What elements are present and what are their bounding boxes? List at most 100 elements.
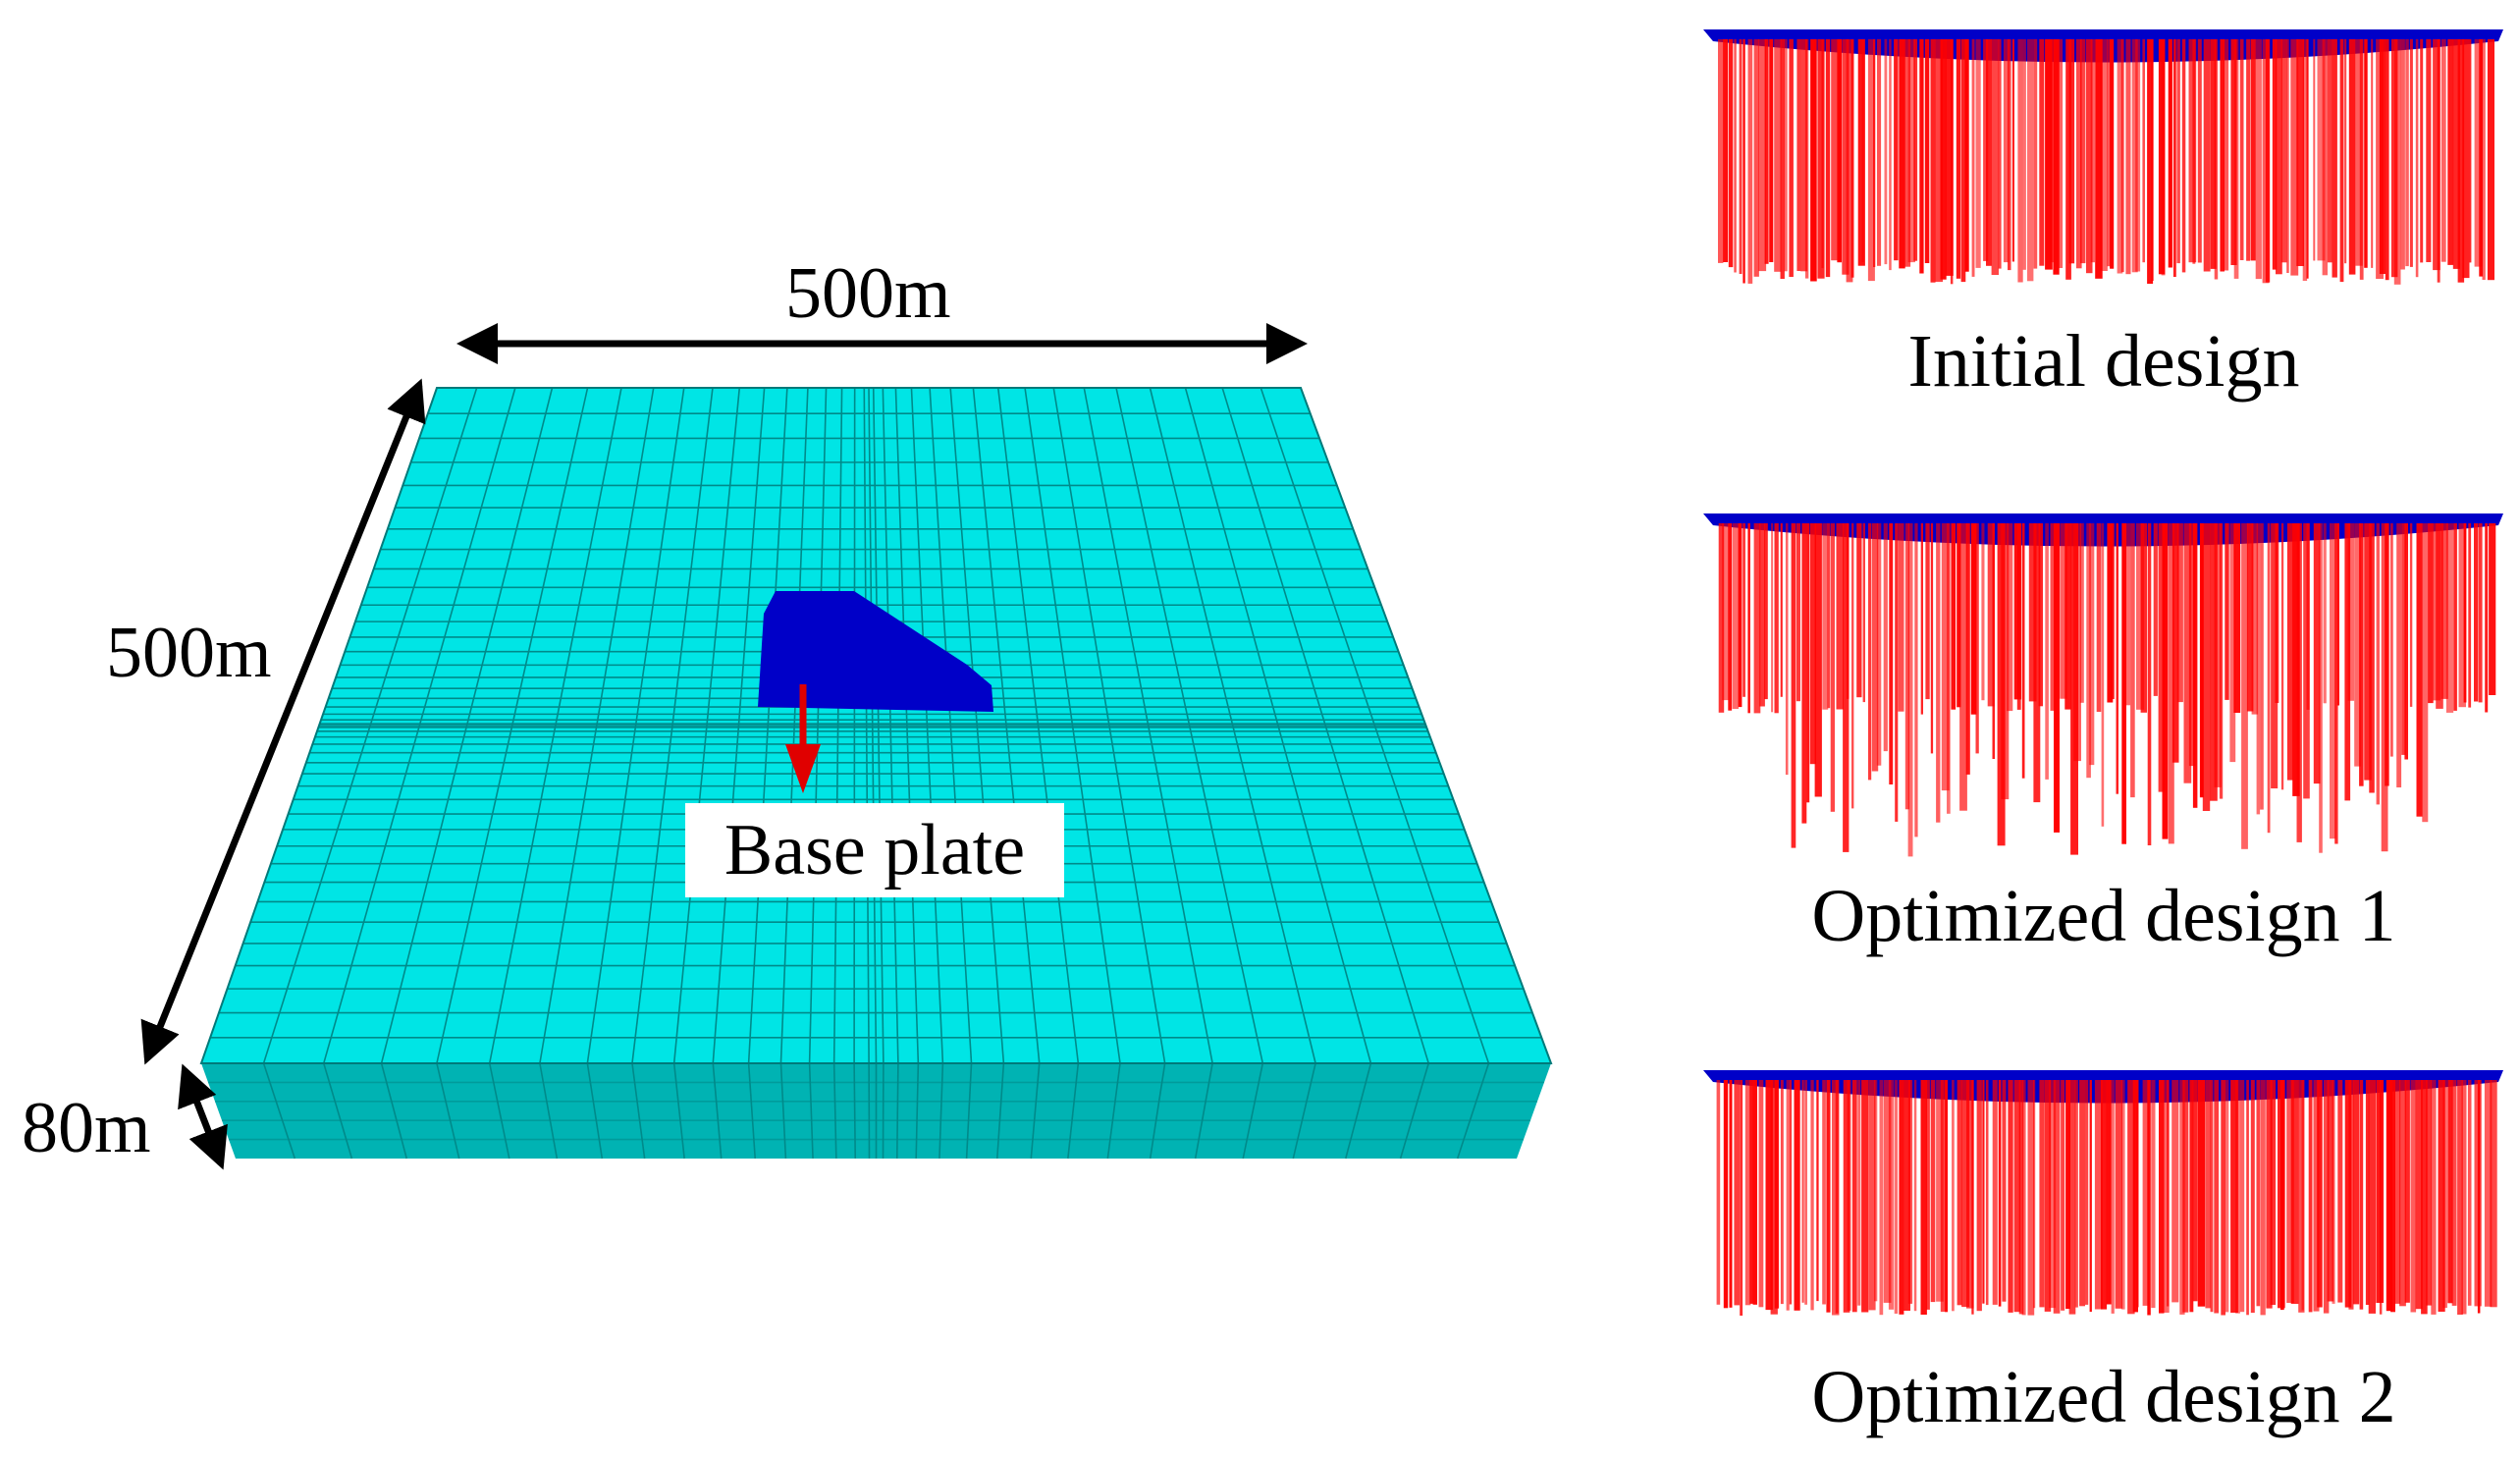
pile [2317, 1080, 2323, 1308]
pile [2089, 523, 2095, 766]
pile [1940, 1080, 1948, 1313]
pile [2080, 39, 2086, 264]
pile [2313, 1080, 2320, 1312]
pile [2404, 1080, 2410, 1303]
pile [2452, 39, 2460, 269]
pile [2101, 523, 2105, 827]
pile [2172, 39, 2176, 277]
pile [1877, 39, 1882, 266]
pile [1907, 523, 1913, 857]
pile [1992, 523, 1996, 759]
pile [1785, 523, 1789, 776]
pile [2313, 39, 2316, 261]
pile [1952, 1080, 1955, 1312]
pile [2203, 39, 2211, 272]
caption-optimized-design-2: Optimized design 2 [1811, 1356, 2396, 1438]
pile [2296, 523, 2302, 842]
pile [1749, 1080, 1753, 1304]
pile [2225, 523, 2229, 700]
pile [1960, 39, 1966, 283]
pile [2332, 1080, 2335, 1304]
pile [2096, 523, 2102, 712]
pile [2214, 1080, 2220, 1314]
pile [2271, 523, 2279, 788]
pile [2013, 1080, 2021, 1313]
pile [1770, 1080, 1778, 1315]
pile [1739, 39, 1743, 274]
pile [1806, 523, 1810, 803]
pile [1914, 523, 1918, 837]
pile [1830, 523, 1835, 812]
pile [1817, 39, 1825, 279]
pile [2286, 523, 2293, 781]
pile [2344, 523, 2351, 801]
pile [1744, 1080, 1751, 1306]
pile [2068, 1080, 2076, 1315]
pile [2131, 39, 2138, 273]
pile [2385, 523, 2389, 786]
pile [1809, 523, 1816, 765]
pile [2003, 39, 2010, 263]
pile [2371, 39, 2374, 268]
pile [2095, 39, 2103, 279]
pile [2065, 1080, 2070, 1310]
pile [2111, 523, 2115, 699]
pile [2359, 523, 2364, 786]
pile [1747, 39, 1753, 284]
pile [2290, 1080, 2299, 1304]
pile [2416, 523, 2423, 817]
pile [1871, 523, 1879, 772]
pile [2365, 1080, 2370, 1305]
pile [1796, 523, 1800, 702]
pile [2090, 39, 2095, 263]
pile [1814, 523, 1822, 797]
pile [1947, 523, 1951, 814]
pile [1810, 39, 1817, 282]
pile [2467, 1080, 2472, 1306]
pile [2290, 39, 2299, 276]
pile [1862, 523, 1865, 703]
pile [1991, 39, 1999, 275]
pile [2265, 39, 2271, 283]
pile [1738, 523, 1743, 708]
pile [2306, 523, 2310, 710]
pile [2440, 523, 2448, 699]
pile [1835, 1080, 1839, 1314]
pile [2260, 1080, 2266, 1316]
pile [2163, 1080, 2170, 1313]
pile [1827, 523, 1831, 709]
pile [1899, 1080, 1904, 1315]
pile [2251, 523, 2259, 715]
pile [2421, 1080, 2428, 1315]
pile [2469, 39, 2472, 263]
pile [2296, 39, 2304, 266]
pile [1743, 523, 1745, 697]
pile [2053, 39, 2060, 275]
pile [2266, 1080, 2273, 1309]
pile [1883, 1080, 1892, 1303]
pile [1747, 523, 1750, 714]
pile [2479, 39, 2483, 277]
pile [2399, 1080, 2406, 1307]
pile [2317, 39, 2326, 261]
pile [1879, 1080, 1884, 1316]
pile [2355, 39, 2363, 266]
soil-block [199, 387, 1553, 1160]
pile [1728, 39, 1734, 268]
pile [2120, 39, 2124, 273]
pile [2106, 1080, 2112, 1305]
pile [1888, 1080, 1895, 1310]
pile [1925, 1080, 1930, 1310]
pile [2120, 1080, 2125, 1310]
pile [1992, 1080, 1998, 1305]
pile [1970, 523, 1977, 715]
pile [1764, 39, 1769, 264]
pile [2490, 1080, 2497, 1308]
pile [2447, 1080, 2453, 1304]
pile [1930, 523, 1934, 754]
pile [2405, 39, 2409, 267]
pile [2116, 523, 2118, 794]
pile [2233, 523, 2241, 713]
pile [2415, 1080, 2423, 1310]
pile [1801, 523, 1807, 824]
